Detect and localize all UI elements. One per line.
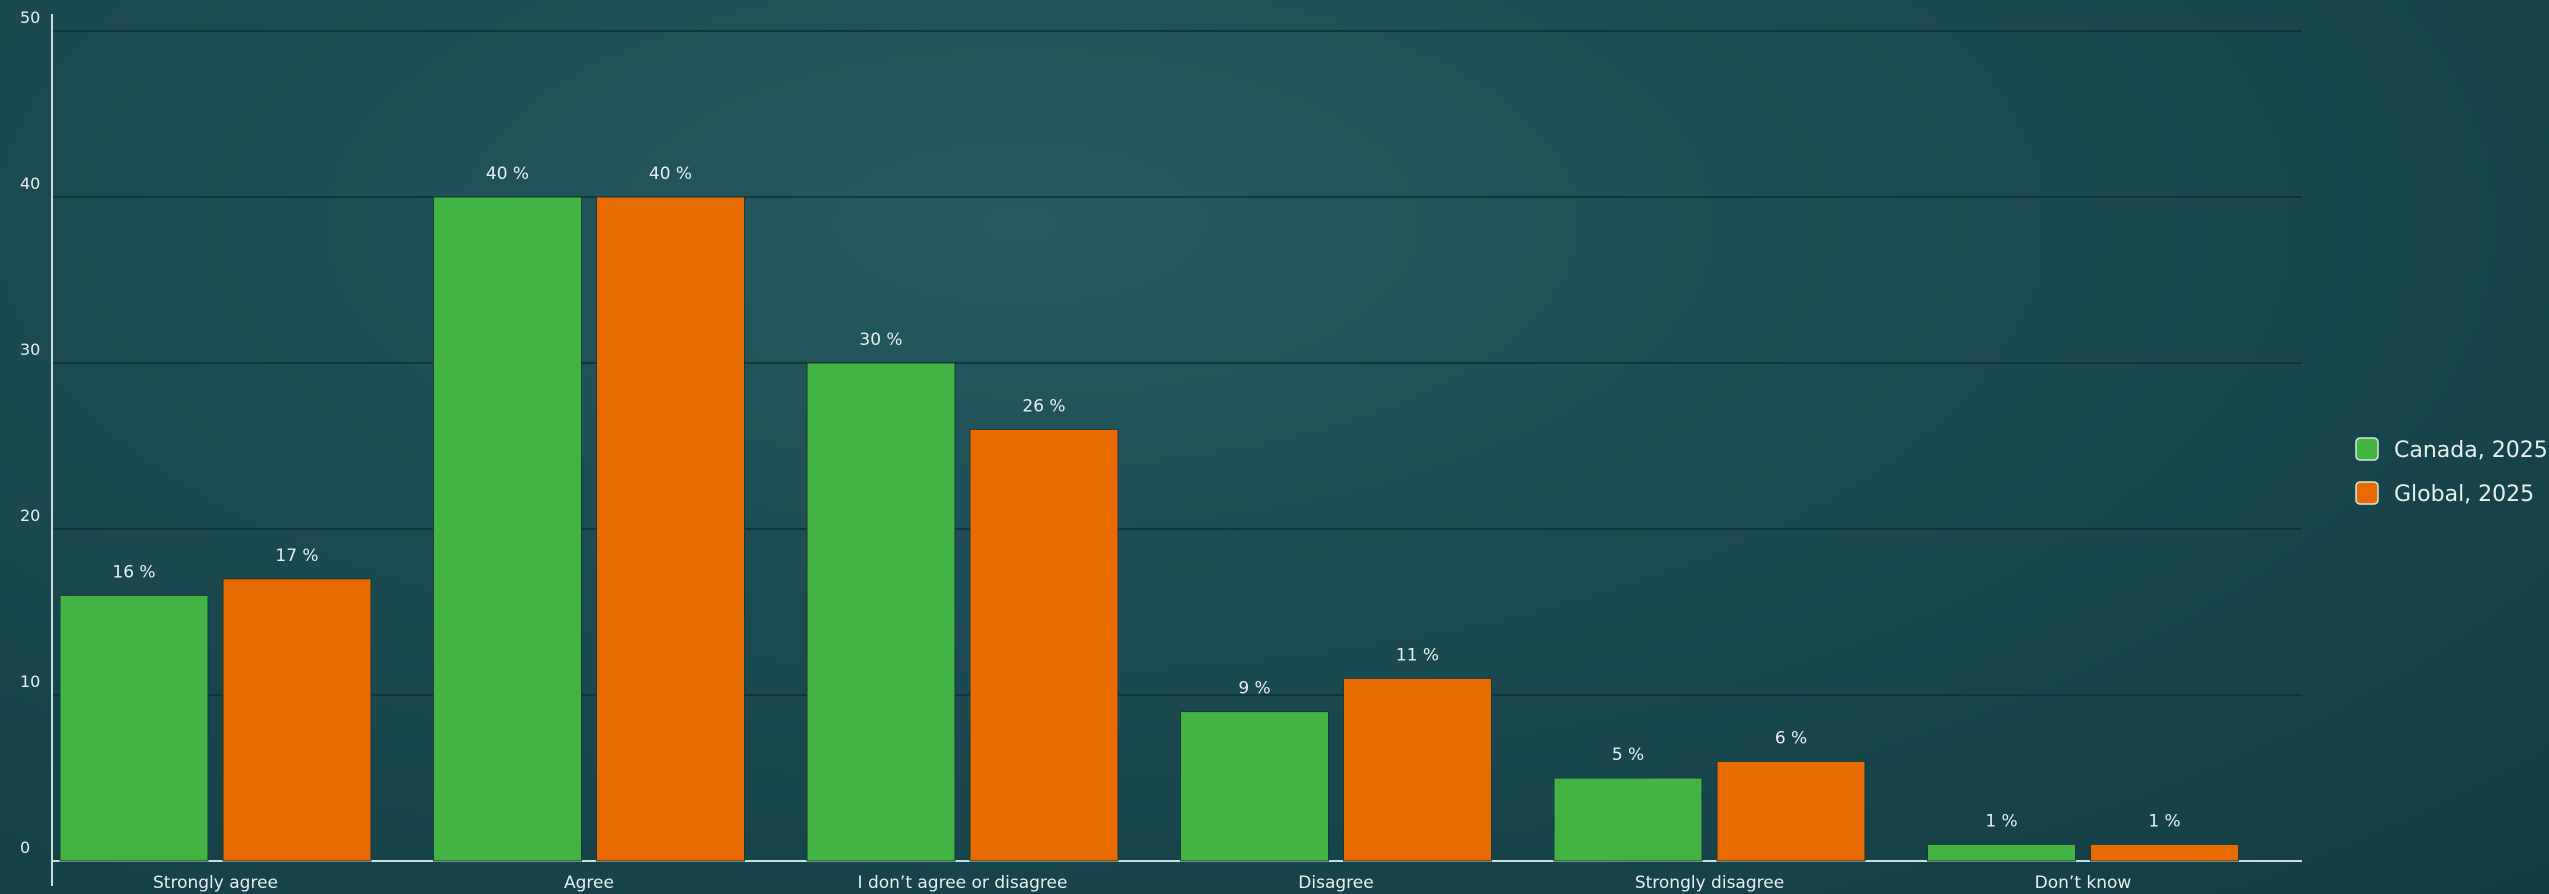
x-tick-label: Agree <box>564 873 614 893</box>
legend: Canada, 2025 Global, 2025 <box>2355 437 2548 507</box>
data-label: 9 % <box>1238 679 1270 699</box>
data-label: 11 % <box>1396 645 1439 665</box>
bar-global-0 <box>222 578 372 862</box>
bar-canada-1 <box>433 196 582 862</box>
bar-canada-5 <box>1927 843 2076 862</box>
legend-label[interactable]: Global, 2025 <box>2394 482 2534 507</box>
data-labels: 16 % 17 % 40 % 40 % 30 % 26 % 9 % 11 % 5 % 6 % 1 %… <box>112 164 2180 831</box>
x-tick-label: Disagree <box>1298 873 1373 893</box>
bars <box>59 196 2239 862</box>
bar-canada-4 <box>1553 777 1703 862</box>
bar-canada-2 <box>806 362 956 862</box>
y-tick-label: 0 <box>20 838 30 857</box>
x-tick-label: Strongly disagree <box>1635 873 1784 893</box>
y-tick-label: 40 <box>20 174 40 193</box>
data-label: 1 % <box>2148 811 2180 831</box>
gridlines <box>52 30 2302 696</box>
data-label: 17 % <box>275 546 318 566</box>
legend-swatch[interactable] <box>2355 437 2379 461</box>
y-tick-label: 30 <box>20 340 40 359</box>
data-label: 6 % <box>1775 728 1807 748</box>
y-tick-label: 20 <box>20 506 40 525</box>
data-label: 1 % <box>1985 811 2017 831</box>
y-tick-label: 10 <box>20 672 40 691</box>
bar-global-3 <box>1343 677 1492 862</box>
data-label: 30 % <box>859 330 902 350</box>
bar-global-5 <box>2090 843 2239 862</box>
data-label: 40 % <box>486 164 529 184</box>
x-tick-label: Strongly agree <box>153 873 278 893</box>
data-label: 26 % <box>1022 396 1065 416</box>
bar-global-2 <box>969 428 1119 862</box>
bar-global-1 <box>596 196 745 862</box>
x-tick-label: Don’t know <box>2035 873 2132 893</box>
y-tick-label: 50 <box>20 8 40 27</box>
data-label: 5 % <box>1612 745 1644 765</box>
axes: 0 10 20 30 40 50 Strongly agree Agree I don’t ag… <box>20 8 2302 893</box>
data-label: 16 % <box>112 562 155 582</box>
bar-global-4 <box>1716 760 1866 862</box>
bar-canada-3 <box>1180 711 1329 862</box>
data-label: 40 % <box>649 164 692 184</box>
legend-swatch[interactable] <box>2355 481 2379 505</box>
legend-label[interactable]: Canada, 2025 <box>2394 438 2548 463</box>
x-tick-label: I don’t agree or disagree <box>858 873 1068 893</box>
bar-canada-0 <box>59 594 209 862</box>
